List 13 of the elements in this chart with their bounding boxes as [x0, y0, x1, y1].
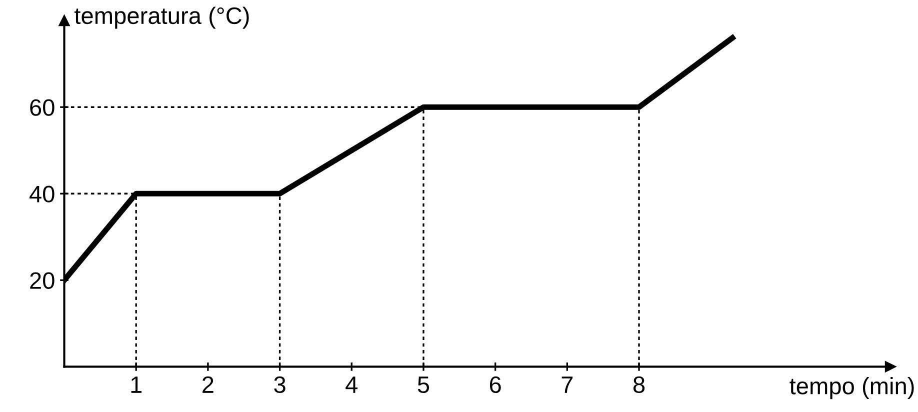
x-tick-label: 4	[346, 376, 358, 393]
x-tick-label: 7	[562, 376, 573, 393]
y-tick-label: 20	[30, 272, 54, 289]
x-tick-label: 5	[418, 376, 430, 394]
x-tick-label: 1	[131, 376, 142, 393]
y-tick-label: 60	[30, 99, 54, 116]
y-tick-label: 40	[30, 186, 54, 202]
x-tick-label: 2	[202, 376, 214, 393]
x-tick-label: 3	[274, 376, 286, 394]
x-tick-label: 8	[633, 376, 645, 394]
x-axis-title: tempo (min)	[790, 377, 914, 400]
x-tick-label: 6	[490, 376, 501, 394]
y-axis-title: temperatura (°C)	[74, 6, 249, 29]
